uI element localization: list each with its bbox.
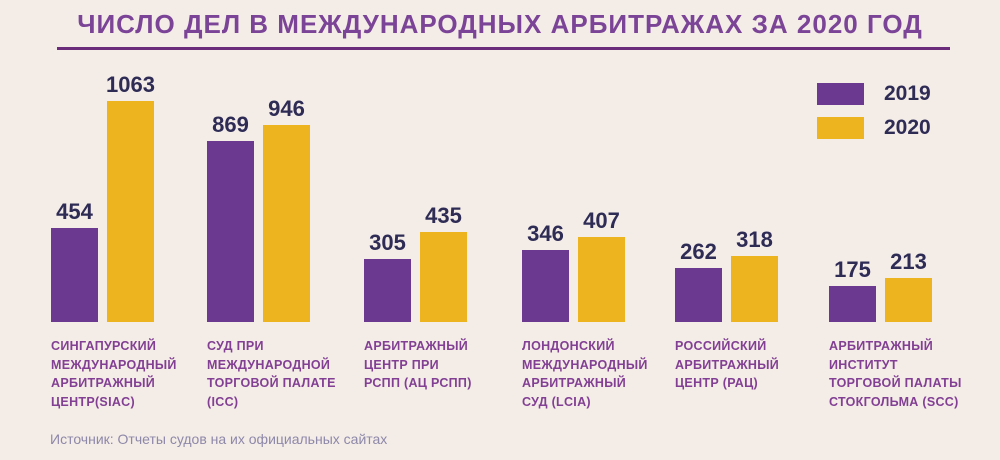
value-label-2019: 175 bbox=[834, 257, 871, 282]
value-label-2019: 346 bbox=[527, 221, 564, 246]
bar-2019 bbox=[364, 259, 411, 322]
category-label: СИНГАПУРСКИЙ МЕЖДУНАРОДНЫЙ АРБИТРАЖНЫЙ Ц… bbox=[51, 339, 177, 409]
bar-2019 bbox=[675, 268, 722, 322]
legend-item-2019: 2019 bbox=[817, 82, 931, 105]
category-label: АРБИТРАЖНЫЙ ЦЕНТР ПРИ РСПП (АЦ РСПП) bbox=[364, 339, 472, 390]
bar-group: 305 435 АРБИТРАЖНЫЙ ЦЕНТР ПРИ РСПП (АЦ РСП… bbox=[364, 0, 514, 460]
value-label-2019: 869 bbox=[212, 112, 249, 137]
bar-group: 175 213 АРБИТРАЖНЫЙ ИНСТИТУТ ТОРГОВОЙ ПАЛА… bbox=[829, 0, 979, 460]
legend-item-2020: 2020 bbox=[817, 116, 931, 139]
legend: 2019 2020 bbox=[817, 82, 931, 151]
legend-label-2020: 2020 bbox=[884, 116, 931, 139]
value-label-2019: 454 bbox=[56, 199, 93, 224]
bar-group: 454 1063 СИНГАПУРСКИЙ МЕЖДУНАРОДНЫЙ АРБИТР… bbox=[51, 0, 201, 460]
source-note: Источник: Отчеты судов на их официальных… bbox=[50, 431, 388, 447]
bar-2019 bbox=[829, 286, 876, 322]
value-label-2019: 262 bbox=[680, 239, 717, 264]
value-label-2020: 213 bbox=[890, 249, 927, 274]
chart-title: ЧИСЛО ДЕЛ В МЕЖДУНАРОДНЫХ АРБИТРАЖАХ ЗА … bbox=[77, 9, 923, 39]
bar-2020 bbox=[420, 232, 467, 322]
legend-label-2019: 2019 bbox=[884, 82, 931, 105]
title-underline bbox=[57, 47, 950, 50]
value-label-2020: 435 bbox=[425, 203, 462, 228]
bar-group: 346 407 ЛОНДОНСКИЙ МЕЖДУНАРОДНЫЙ АРБИТРАЖН… bbox=[522, 0, 672, 460]
category-label: РОССИЙСКИЙ АРБИТРАЖНЫЙ ЦЕНТР (РАЦ) bbox=[675, 339, 780, 390]
bar-2020 bbox=[107, 101, 154, 322]
category-label: АРБИТРАЖНЫЙ ИНСТИТУТ ТОРГОВОЙ ПАЛАТЫ СТО… bbox=[829, 339, 962, 409]
bar-group: 869 946 СУД ПРИ МЕЖДУНАРОДНОЙ ТОРГОВОЙ ПАЛ… bbox=[207, 0, 357, 460]
bar-2019 bbox=[51, 228, 98, 322]
category-label: СУД ПРИ МЕЖДУНАРОДНОЙ ТОРГОВОЙ ПАЛАТЕ (I… bbox=[207, 339, 336, 409]
value-label-2019: 305 bbox=[369, 230, 406, 255]
value-label-2020: 318 bbox=[736, 227, 773, 252]
bar-2020 bbox=[263, 125, 310, 322]
bar-2020 bbox=[578, 237, 625, 322]
value-label-2020: 407 bbox=[583, 208, 620, 233]
bar-group: 262 318 РОССИЙСКИЙ АРБИТРАЖНЫЙ ЦЕНТР (РАЦ) bbox=[675, 0, 825, 460]
bar-2020 bbox=[731, 256, 778, 322]
value-label-2020: 946 bbox=[268, 96, 305, 121]
bar-2020 bbox=[885, 278, 932, 322]
bar-2019 bbox=[207, 141, 254, 322]
value-label-2020: 1063 bbox=[106, 72, 155, 97]
category-label: ЛОНДОНСКИЙ МЕЖДУНАРОДНЫЙ АРБИТРАЖНЫЙ СУД… bbox=[522, 339, 648, 409]
legend-swatch-2020 bbox=[817, 117, 864, 139]
legend-swatch-2019 bbox=[817, 83, 864, 105]
bar-2019 bbox=[522, 250, 569, 322]
